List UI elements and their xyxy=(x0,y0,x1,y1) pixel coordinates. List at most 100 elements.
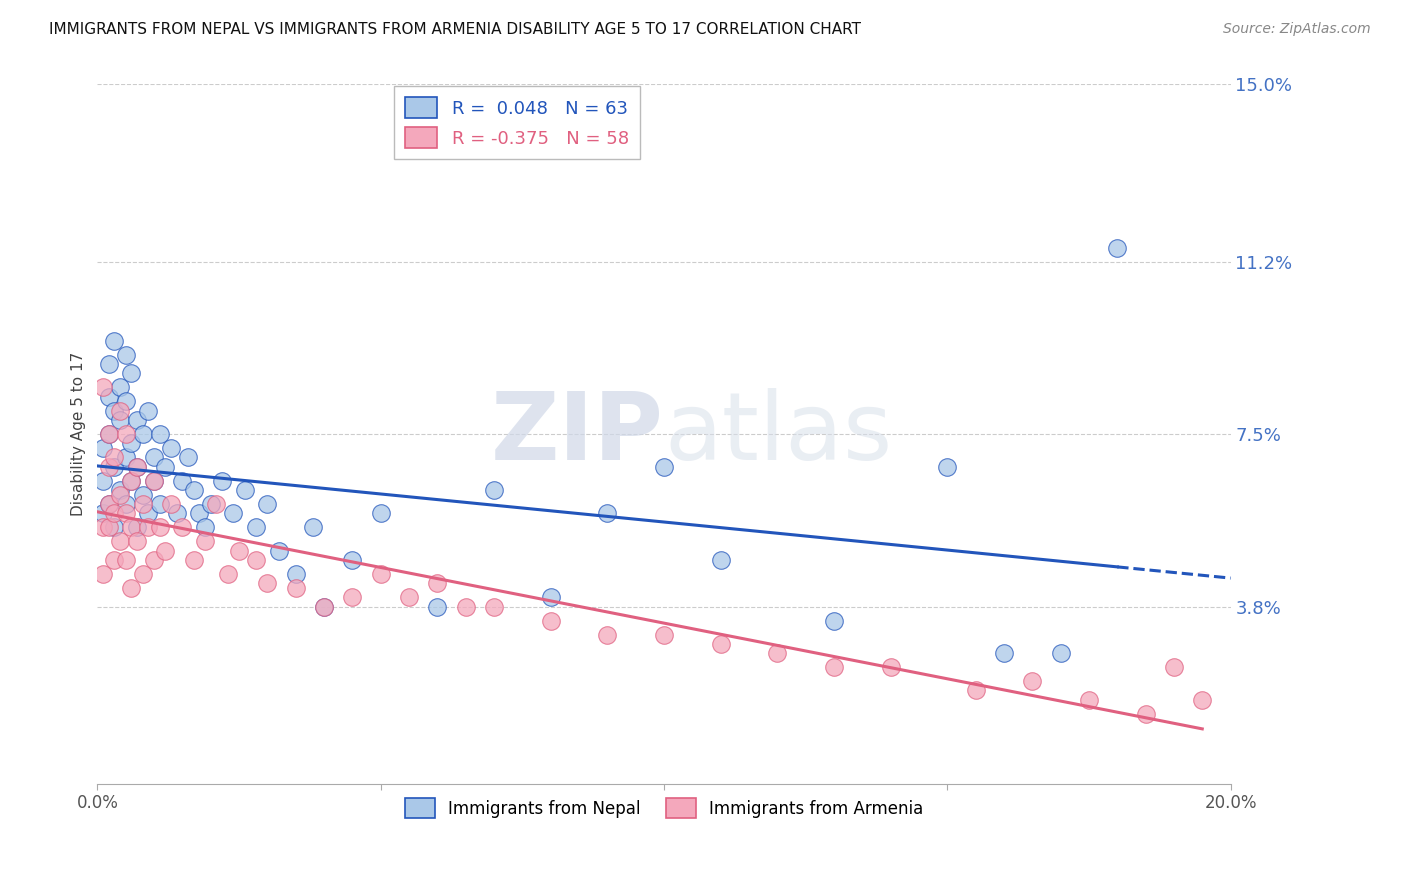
Point xyxy=(936,459,959,474)
Point xyxy=(342,591,364,605)
Point xyxy=(233,483,256,497)
Point xyxy=(245,520,267,534)
Point xyxy=(245,553,267,567)
Point xyxy=(103,450,125,465)
Point xyxy=(301,520,323,534)
Point xyxy=(1107,241,1129,255)
Point xyxy=(97,427,120,442)
Point xyxy=(103,506,125,520)
Point xyxy=(540,591,562,605)
Point xyxy=(97,427,120,442)
Point xyxy=(114,553,136,567)
Point xyxy=(370,506,392,520)
Point xyxy=(160,441,183,455)
Point xyxy=(1049,646,1071,660)
Point xyxy=(482,599,505,614)
Point xyxy=(172,474,194,488)
Point xyxy=(596,506,619,520)
Point xyxy=(91,441,114,455)
Point xyxy=(125,520,148,534)
Point xyxy=(103,404,125,418)
Point xyxy=(108,488,131,502)
Point xyxy=(1163,660,1185,674)
Y-axis label: Disability Age 5 to 17: Disability Age 5 to 17 xyxy=(72,352,86,516)
Point xyxy=(155,459,177,474)
Point xyxy=(125,459,148,474)
Point xyxy=(370,566,392,581)
Point xyxy=(91,380,114,394)
Point xyxy=(138,520,160,534)
Point xyxy=(540,614,562,628)
Point xyxy=(172,520,194,534)
Point xyxy=(120,581,142,595)
Point xyxy=(710,553,733,567)
Point xyxy=(149,427,172,442)
Point xyxy=(120,436,142,450)
Point xyxy=(398,591,420,605)
Point xyxy=(426,576,449,591)
Point xyxy=(482,483,505,497)
Point xyxy=(91,506,114,520)
Text: IMMIGRANTS FROM NEPAL VS IMMIGRANTS FROM ARMENIA DISABILITY AGE 5 TO 17 CORRELAT: IMMIGRANTS FROM NEPAL VS IMMIGRANTS FROM… xyxy=(49,22,862,37)
Point xyxy=(166,506,188,520)
Point xyxy=(114,497,136,511)
Point xyxy=(188,506,211,520)
Point xyxy=(312,599,335,614)
Point xyxy=(97,520,120,534)
Point xyxy=(143,553,166,567)
Text: ZIP: ZIP xyxy=(491,388,664,480)
Point xyxy=(222,506,245,520)
Point xyxy=(1191,693,1213,707)
Point xyxy=(217,566,239,581)
Point xyxy=(454,599,477,614)
Point xyxy=(228,543,250,558)
Point xyxy=(194,534,217,549)
Point xyxy=(284,566,307,581)
Point xyxy=(120,474,142,488)
Point xyxy=(131,427,153,442)
Point xyxy=(160,497,183,511)
Point xyxy=(138,404,160,418)
Point xyxy=(108,404,131,418)
Text: Source: ZipAtlas.com: Source: ZipAtlas.com xyxy=(1223,22,1371,37)
Point xyxy=(149,497,172,511)
Point xyxy=(108,534,131,549)
Point xyxy=(1135,706,1157,721)
Point xyxy=(131,497,153,511)
Point xyxy=(91,474,114,488)
Point xyxy=(114,427,136,442)
Point xyxy=(879,660,901,674)
Point xyxy=(97,357,120,371)
Point xyxy=(125,413,148,427)
Text: atlas: atlas xyxy=(664,388,893,480)
Point xyxy=(200,497,222,511)
Point xyxy=(155,543,177,558)
Point xyxy=(143,474,166,488)
Point xyxy=(1021,674,1043,689)
Point xyxy=(652,627,675,641)
Point xyxy=(1077,693,1099,707)
Point xyxy=(97,497,120,511)
Point xyxy=(103,334,125,348)
Point xyxy=(284,581,307,595)
Point xyxy=(114,394,136,409)
Point xyxy=(183,483,205,497)
Point xyxy=(267,543,290,558)
Point xyxy=(108,413,131,427)
Point xyxy=(177,450,200,465)
Legend: Immigrants from Nepal, Immigrants from Armenia: Immigrants from Nepal, Immigrants from A… xyxy=(398,792,929,824)
Point xyxy=(91,520,114,534)
Point xyxy=(211,474,233,488)
Point xyxy=(131,488,153,502)
Point xyxy=(143,450,166,465)
Point xyxy=(596,627,619,641)
Point xyxy=(823,614,845,628)
Point xyxy=(131,566,153,581)
Point xyxy=(120,367,142,381)
Point xyxy=(256,576,278,591)
Point xyxy=(97,497,120,511)
Point xyxy=(652,459,675,474)
Point xyxy=(97,390,120,404)
Point xyxy=(256,497,278,511)
Point xyxy=(108,380,131,394)
